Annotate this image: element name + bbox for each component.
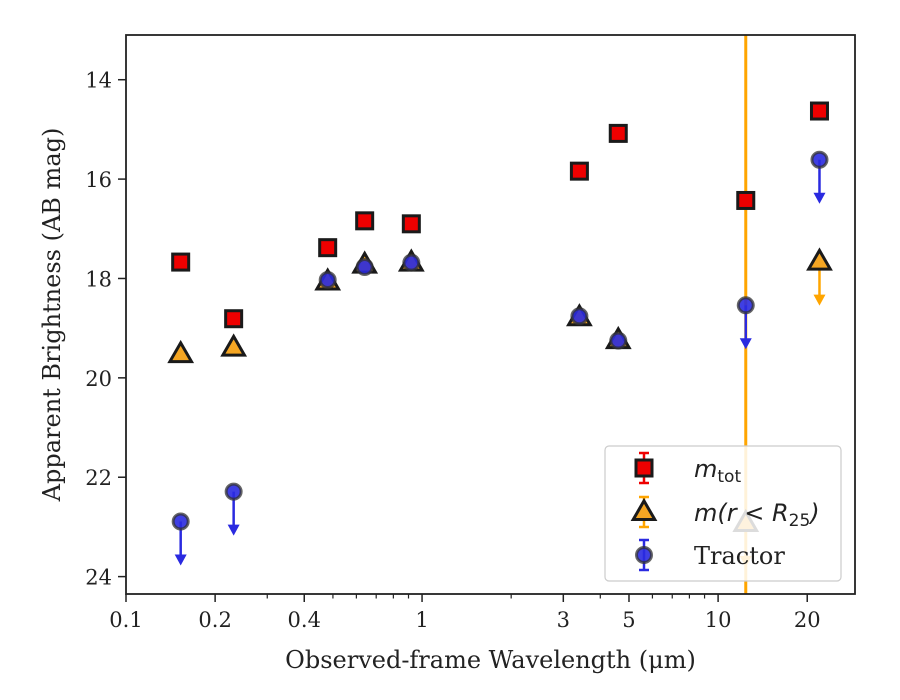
legend: mtot m(r < R25) Tractor (604, 445, 842, 582)
data-point (401, 214, 421, 234)
data-point (318, 238, 338, 258)
y-tick-label: 22 (85, 466, 112, 490)
data-point (355, 258, 374, 277)
data-point (810, 150, 829, 169)
data-point (171, 252, 191, 272)
x-tick-label: 20 (794, 608, 821, 632)
legend-marker (634, 458, 654, 478)
data-point (570, 307, 589, 326)
x-tick-label: 0.1 (109, 608, 142, 632)
x-tick-label: 0.4 (288, 608, 321, 632)
data-point (736, 190, 756, 210)
data-point (402, 253, 421, 272)
data-point (355, 211, 375, 231)
y-tick-label: 20 (85, 367, 112, 391)
data-point (809, 101, 829, 121)
y-tick-label: 14 (85, 69, 112, 93)
data-point (608, 123, 628, 143)
plot-frame (125, 34, 856, 595)
series-2 (171, 150, 829, 566)
axes: 0.1 0.2 0.4 1 3 5 10 20 14 16 18 20 22 24 (85, 34, 856, 632)
legend-label: Tractor (694, 542, 785, 570)
data-marks (167, 35, 833, 594)
data-point (171, 512, 190, 531)
x-tick-label: 1 (415, 608, 428, 632)
legend-item-0: mtot (634, 451, 741, 487)
y-tick-label: 24 (85, 566, 112, 590)
data-point (318, 270, 337, 289)
data-point (224, 482, 243, 501)
legend-marker (630, 497, 658, 522)
x-tick-label: 0.2 (198, 608, 231, 632)
data-point (167, 339, 195, 364)
legend-label: m(r < R25) (694, 499, 820, 531)
data-point (220, 333, 248, 357)
data-point (609, 331, 628, 350)
x-tick-label: 10 (705, 608, 732, 632)
x-tick-label: 5 (622, 608, 635, 632)
legend-label: mtot (694, 455, 741, 487)
series-0 (171, 101, 829, 329)
y-tick-label: 18 (85, 267, 112, 291)
y-tick-label: 16 (85, 168, 112, 192)
x-tick-label: 3 (557, 608, 570, 632)
data-point (806, 247, 833, 271)
legend-marker (635, 546, 653, 564)
x-axis-label: Observed-frame Wavelength (μm) (285, 646, 696, 674)
legend-item-2: Tractor (635, 538, 785, 572)
data-point (569, 161, 589, 181)
data-point (224, 309, 244, 329)
data-point (736, 296, 755, 315)
y-axis-label: Apparent Brightness (AB mag) (38, 128, 66, 503)
legend-item-1: m(r < R25) (630, 495, 820, 531)
legend-box (604, 445, 842, 582)
